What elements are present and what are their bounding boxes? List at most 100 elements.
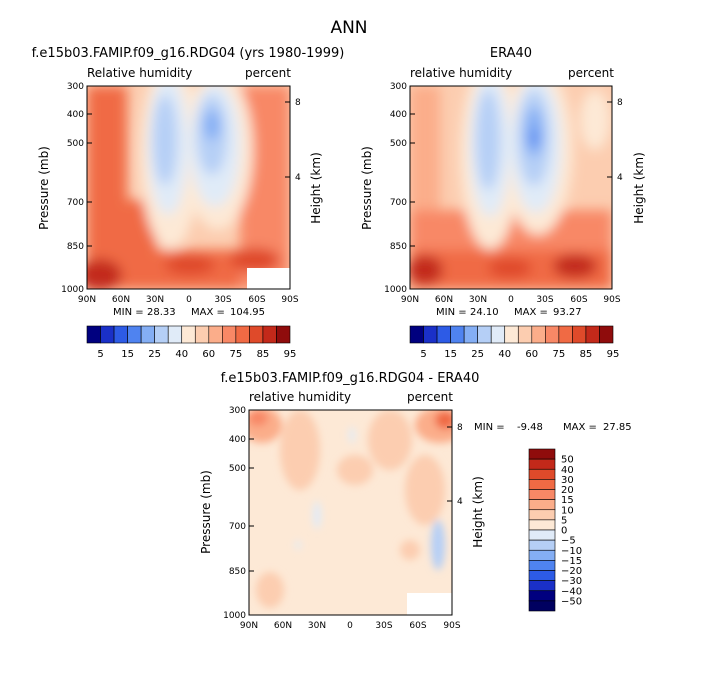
panel-diff: f.e15b03.FAMIP.f09_g16.RDG04 - ERA40 rel… xyxy=(199,371,632,631)
legend-top-right-swatch xyxy=(545,325,560,344)
legend-diff-swatch xyxy=(528,489,556,500)
legend-top-right-swatch xyxy=(409,325,424,344)
panel-era40-x-tick: 0 xyxy=(508,295,514,305)
panel-diff-y2-tick: 4 xyxy=(457,497,463,507)
legend-diff-label: 20 xyxy=(561,485,574,496)
legend-diff-label: 10 xyxy=(561,505,574,516)
panel-model-y-tick: 1000 xyxy=(61,285,84,295)
legend-top-right-label: 5 xyxy=(420,349,426,360)
legend-top-right-label: 85 xyxy=(580,349,593,360)
legend-top-right-swatch xyxy=(450,325,465,344)
panel-model-left-label: Relative humidity xyxy=(87,66,192,80)
legend-top-left-label: 75 xyxy=(229,349,242,360)
legend-top-left-label: 40 xyxy=(175,349,188,360)
panel-era40-x-ticks: 90N 60N 30N 0 30S 60S 90S xyxy=(401,295,621,305)
legend-top-right-swatch xyxy=(463,325,478,344)
legend-top-left-swatch xyxy=(249,325,264,344)
legend-top-left-swatch xyxy=(100,325,115,344)
legend-diff-swatch xyxy=(528,560,556,571)
legend-diff-label: −15 xyxy=(561,556,582,567)
panel-era40-y2-tick: 4 xyxy=(617,173,623,183)
legend-diff-label: −5 xyxy=(561,536,576,547)
panel-diff-ylabel: Pressure (mb) xyxy=(199,470,213,554)
panel-era40-x-tick: 30S xyxy=(536,295,553,305)
legend-diff-swatch xyxy=(528,529,556,541)
panel-model-x-tick: 90S xyxy=(281,295,298,305)
panel-era40-y-tick: 700 xyxy=(390,198,407,208)
legend-top-right-swatch xyxy=(572,325,587,344)
legend-diff-label: −30 xyxy=(561,576,582,587)
panel-era40-y-tick: 500 xyxy=(390,139,407,149)
panel-model-x-tick: 90N xyxy=(78,295,96,305)
legend-top-left-label: 25 xyxy=(148,349,161,360)
panel-model-right-label: percent xyxy=(245,66,291,80)
legend-diff-swatch xyxy=(528,509,556,521)
panel-model-x-tick: 30S xyxy=(214,295,231,305)
panel-era40-y-ticks: 300 400 500 700 850 1000 xyxy=(384,82,415,295)
legend-diff-label: 0 xyxy=(561,526,567,537)
panel-era40-y-tick: 300 xyxy=(390,82,407,92)
legend-top-left-swatch xyxy=(113,325,128,344)
legend-top-left-label: 95 xyxy=(284,349,297,360)
legend-top-right-swatch xyxy=(423,325,438,344)
page-title: ANN xyxy=(330,18,367,38)
legend-top-left-swatch xyxy=(181,325,196,344)
legend-top-left-swatch xyxy=(127,325,142,344)
legend-top-right-swatch xyxy=(531,325,546,344)
panel-model-x-ticks: 90N 60N 30N 0 30S 60S 90S xyxy=(78,295,299,305)
panel-model-min: 28.33 xyxy=(147,307,176,318)
panel-era40-x-tick: 90S xyxy=(603,295,620,305)
panel-diff-x-tick: 0 xyxy=(347,621,353,631)
panel-diff-x-tick: 90S xyxy=(443,621,460,631)
legend-top-left-swatch xyxy=(167,325,183,344)
panel-era40-max-label: MAX = xyxy=(514,307,548,318)
panel-era40-title: ERA40 xyxy=(490,46,532,61)
panel-model-min-label: MIN = xyxy=(113,307,144,318)
legend-diff-swatch xyxy=(528,570,556,581)
legend-top-left-swatch xyxy=(262,325,277,344)
legend-diff-swatch xyxy=(528,499,556,511)
panel-model-x-tick: 60N xyxy=(112,295,130,305)
panel-era40-y2label: Height (km) xyxy=(632,152,646,223)
panel-model-y-tick: 500 xyxy=(67,139,84,149)
panel-model-y-tick: 400 xyxy=(67,110,84,120)
panel-era40-y2-tick: 8 xyxy=(617,98,623,108)
panel-model: f.e15b03.FAMIP.f09_g16.RDG04 (yrs 1980-1… xyxy=(32,46,345,318)
legend-top-right-label: 60 xyxy=(525,349,538,360)
panel-diff-title: f.e15b03.FAMIP.f09_g16.RDG04 - ERA40 xyxy=(221,371,480,386)
panel-diff-max: 27.85 xyxy=(603,422,632,433)
panel-model-y-tick: 300 xyxy=(67,82,84,92)
legend-diff-swatch xyxy=(528,468,556,480)
panel-era40-x-tick: 90N xyxy=(401,295,419,305)
panel-diff-right-label: percent xyxy=(407,390,453,404)
panel-era40-left-label: relative humidity xyxy=(410,66,512,80)
legend-diff-swatch xyxy=(528,590,556,602)
legend-top-left-label: 85 xyxy=(257,349,270,360)
legend-top-left-swatch xyxy=(276,325,291,344)
legend-diff-swatch xyxy=(528,549,556,561)
legend-diff-label: 15 xyxy=(561,495,574,506)
legend-diff-label: 40 xyxy=(561,465,574,476)
panel-diff-x-tick: 30N xyxy=(308,621,326,631)
panel-diff-x-tick: 60N xyxy=(274,621,292,631)
legend-top-right-label: 15 xyxy=(444,349,457,360)
legend-diff-swatch xyxy=(528,519,556,531)
panel-diff-y2-tick: 8 xyxy=(457,423,463,433)
panel-model-x-tick: 60S xyxy=(248,295,265,305)
legend-diff-label: −10 xyxy=(561,546,582,557)
panel-era40-y-tick: 1000 xyxy=(384,285,407,295)
panel-diff-y-tick: 400 xyxy=(229,435,246,445)
panel-era40-x-tick: 60S xyxy=(570,295,587,305)
legend-diff-swatch xyxy=(528,539,556,551)
panel-era40-y-tick: 850 xyxy=(390,242,407,252)
panel-diff-y-tick: 700 xyxy=(229,522,246,532)
panel-diff-min: -9.48 xyxy=(517,422,543,433)
legend-top-right-label: 25 xyxy=(471,349,484,360)
legend-diff-swatch xyxy=(528,458,556,470)
legend-diff-label: −40 xyxy=(561,586,582,597)
legend-top-right-swatch xyxy=(558,325,573,344)
panel-diff-x-tick: 60S xyxy=(409,621,426,631)
legend-top-left: 5 15 25 40 60 75 85 95 xyxy=(86,325,297,360)
